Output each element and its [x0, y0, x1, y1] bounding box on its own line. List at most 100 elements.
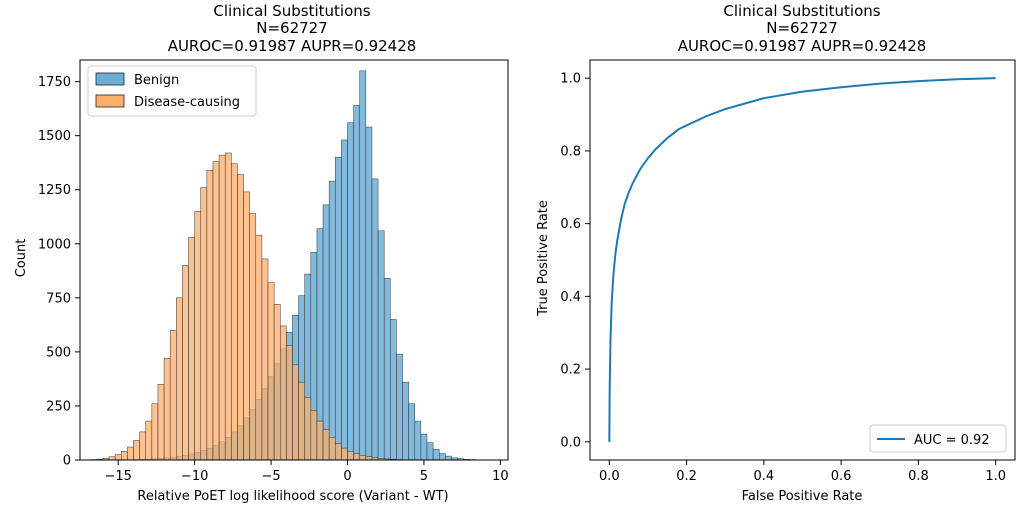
histogram-x-tick-label: −10 [181, 469, 208, 484]
histogram-title-line-2: N=62727 [256, 19, 328, 37]
legend-label-disease-causing: Disease-causing [134, 95, 240, 110]
benign-bar [390, 319, 397, 461]
legend-swatch-disease-causing [95, 94, 125, 108]
benign-bar [396, 353, 403, 461]
roc-y-tick-label: 0.6 [560, 217, 581, 232]
disease-causing-bar [188, 237, 195, 461]
histogram-y-tick-label: 1750 [38, 75, 71, 90]
disease-causing-bar [286, 345, 293, 461]
benign-bar [335, 157, 342, 461]
roc-curve [608, 77, 996, 442]
disease-causing-bar [121, 451, 128, 461]
roc-y-tick-label: 0.4 [560, 290, 581, 305]
disease-causing-bar [176, 297, 183, 461]
benign-bar [445, 455, 452, 461]
roc-title-line-2: N=62727 [766, 19, 838, 37]
disease-causing-bar [255, 234, 263, 461]
roc-legend-label: AUC = 0.92 [914, 433, 990, 448]
disease-causing-bar [163, 358, 171, 461]
histogram-title-line-1: Clinical Substitutions [213, 2, 370, 20]
disease-causing-bar [273, 304, 281, 461]
legend-swatch-benign [95, 72, 125, 86]
disease-causing-bar [243, 191, 250, 461]
roc-x-tick-label: 0.8 [908, 469, 929, 484]
disease-causing-bar [200, 187, 208, 461]
histogram-x-tick-label: 0 [343, 469, 351, 484]
disease-causing-bar [335, 443, 342, 461]
histogram-y-tick-label: 1000 [38, 237, 71, 252]
histogram-x-tick-label: 10 [492, 469, 509, 484]
disease-causing-bar [194, 211, 201, 461]
disease-causing-bar [231, 163, 238, 461]
disease-causing-bar [145, 420, 153, 461]
roc-title-line-1: Clinical Substitutions [723, 2, 880, 20]
roc-x-axis-label: False Positive Rate [742, 489, 863, 504]
disease-causing-bar [224, 152, 232, 461]
histogram-y-tick-label: 750 [46, 291, 71, 306]
disease-causing-bar [157, 384, 165, 461]
benign-bar [359, 70, 367, 461]
disease-causing-bar [139, 431, 146, 461]
roc-panel: Clinical Substitutions N=62727 AUROC=0.9… [536, 2, 1016, 504]
disease-causing-bar [169, 330, 177, 461]
histogram-y-tick-label: 0 [63, 454, 71, 469]
disease-causing-bar [212, 161, 220, 461]
benign-bar [353, 105, 360, 461]
histogram-y-tick-label: 1500 [38, 129, 71, 144]
benign-bar [414, 420, 422, 461]
roc-axes: 0.0 0.2 0.4 0.6 0.8 1.0 0.0 0.2 0.4 0.6 0.8 1.0 [560, 59, 1016, 484]
benign-bar [402, 381, 409, 461]
disease-causing-bar [359, 454, 367, 461]
roc-x-tick-label: 0.6 [831, 469, 852, 484]
benign-bar [347, 122, 354, 461]
benign-bar [341, 139, 348, 461]
histogram-axes: −15 −10 −5 0 5 10 0 250 500 750 1000 1250 1500 1750 [38, 59, 509, 484]
histogram-frame [79, 59, 509, 461]
benign-bar [383, 278, 391, 461]
roc-legend: AUC = 0.92 [869, 424, 1007, 453]
roc-x-tick-label: 0.4 [754, 469, 775, 484]
disease-causing-bar [151, 403, 159, 461]
histogram-bars [90, 70, 477, 461]
disease-causing-bar [292, 364, 299, 461]
disease-causing-bar [310, 410, 318, 461]
roc-x-tick-label: 0.2 [676, 469, 697, 484]
histogram-y-tick-label: 500 [46, 345, 71, 360]
benign-bar [426, 442, 434, 461]
benign-bar [371, 178, 379, 461]
benign-bar [438, 453, 446, 461]
roc-plot-area [608, 77, 996, 442]
benign-bar [322, 204, 330, 461]
disease-causing-bar [133, 440, 140, 461]
disease-causing-bar [267, 282, 275, 461]
disease-causing-bar [322, 429, 330, 461]
histogram-legend: Benign Disease-causing [87, 65, 257, 117]
histogram-y-axis-label: Count [14, 239, 29, 278]
disease-causing-bar [182, 265, 189, 461]
disease-causing-bar [353, 453, 360, 461]
benign-bar [408, 403, 416, 461]
histogram-panel: Clinical Substitutions N=62727 AUROC=0.9… [14, 2, 509, 504]
roc-frame [589, 59, 1016, 461]
histogram-x-tick-label: −5 [261, 469, 280, 484]
legend-box [87, 65, 257, 117]
disease-causing-bar [298, 381, 305, 461]
disease-causing-bar [279, 325, 287, 461]
disease-causing-bar [347, 451, 354, 461]
roc-y-tick-label: 0.0 [560, 435, 581, 450]
histogram-x-tick-label: 5 [420, 469, 428, 484]
disease-causing-bar [261, 258, 269, 461]
roc-y-tick-label: 0.2 [560, 363, 581, 378]
legend-label-benign: Benign [134, 73, 179, 88]
roc-x-tick-label: 0.0 [599, 469, 620, 484]
disease-causing-bar [206, 170, 214, 461]
benign-bar [377, 230, 385, 461]
histogram-y-tick-label: 1250 [38, 183, 71, 198]
benign-bar [328, 180, 336, 461]
disease-causing-bar [114, 454, 122, 461]
disease-causing-bar [127, 446, 134, 461]
histogram-title-line-3: AUROC=0.91987 AUPR=0.92428 [168, 37, 417, 55]
disease-causing-bar [341, 447, 348, 461]
roc-title-line-3: AUROC=0.91987 AUPR=0.92428 [678, 37, 927, 55]
roc-y-axis-label: True Positive Rate [536, 200, 551, 317]
